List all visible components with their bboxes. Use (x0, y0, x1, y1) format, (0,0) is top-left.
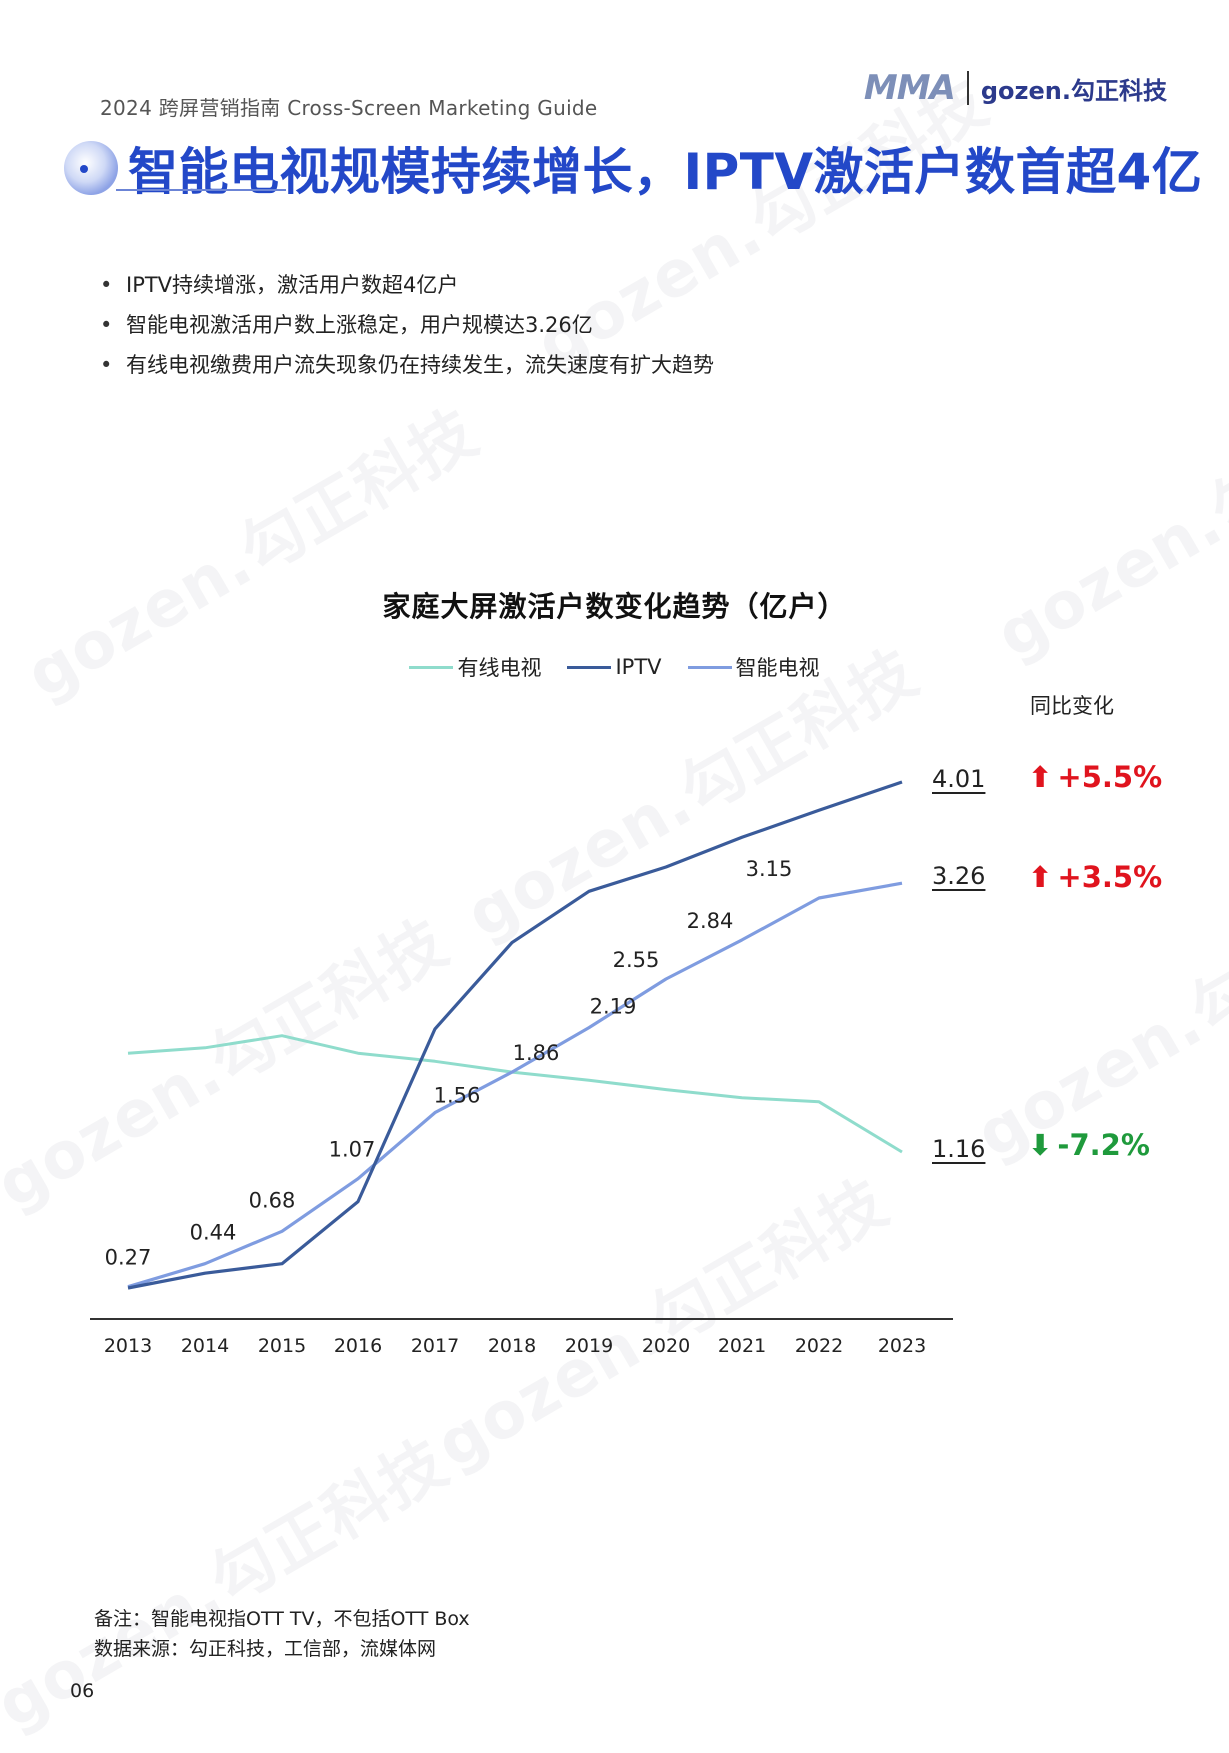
series-line-smart-tv (127, 881, 903, 1289)
logo-bar: MMA gozen.勾正科技 (864, 68, 1167, 108)
data-label-smart-tv: 2.55 (613, 948, 660, 972)
bullet-item: IPTV持续增涨，激活用户数超4亿户 (100, 265, 714, 305)
page-title-row: 智能电视规模持续增长，IPTV激活户数首超4亿 (62, 132, 1202, 204)
bullet-item: 有线电视缴费用户流失现象仍在持续发生，流失速度有扩大趋势 (100, 345, 714, 385)
header-subtitle: 2024 跨屏营销指南 Cross-Screen Marketing Guide (100, 96, 598, 120)
series-line-iptv (127, 780, 903, 1290)
data-label-smart-tv: 1.07 (329, 1138, 376, 1162)
mma-logo: MMA (863, 68, 956, 108)
yoy-cable-value: -7.2% (1057, 1128, 1150, 1162)
legend-swatch-cable (409, 665, 454, 669)
x-tick-label: 2018 (488, 1335, 536, 1357)
x-tick-label: 2023 (878, 1335, 926, 1357)
x-tick-label: 2013 (104, 1335, 152, 1357)
legend-swatch-iptv (567, 665, 612, 669)
data-label-smart-tv: 3.15 (746, 857, 793, 881)
data-label-smart-tv: 0.44 (190, 1221, 237, 1245)
bullet-item: 智能电视激活用户数上涨稳定，用户规模达3.26亿 (100, 305, 714, 345)
chart-lines (127, 780, 903, 1290)
arrow-down-icon: ⬇ (1028, 1128, 1053, 1162)
footnote-source: 数据来源：勾正科技，工信部，流媒体网 (94, 1638, 437, 1660)
yoy-smart-tv: ⬆ +3.5% (1028, 860, 1162, 894)
yoy-iptv: ⬆ +5.5% (1028, 760, 1162, 794)
x-tick-label: 2020 (642, 1335, 690, 1357)
end-label-smart-tv: 3.26 (932, 862, 986, 890)
x-tick-label: 2021 (718, 1335, 766, 1357)
legend-label-smart-tv: 智能电视 (735, 656, 820, 680)
data-label-smart-tv: 1.56 (434, 1084, 481, 1108)
yoy-header: 同比变化 (1030, 694, 1114, 718)
x-tick-label: 2016 (334, 1335, 382, 1357)
chart-title: 家庭大屏激活户数变化趋势（亿户） (382, 590, 847, 623)
x-tick-label: 2022 (795, 1335, 843, 1357)
arrow-up-icon: ⬆ (1028, 760, 1053, 794)
data-label-smart-tv: 0.68 (249, 1188, 296, 1212)
yoy-iptv-value: +5.5% (1057, 760, 1163, 794)
end-label-iptv: 4.01 (932, 765, 986, 793)
yoy-smart-tv-value: +3.5% (1057, 860, 1163, 894)
x-tick-label: 2015 (258, 1335, 306, 1357)
x-axis-ticks: 2013 2014 2015 2016 2017 2018 2019 2020 2021 2022… (104, 1335, 926, 1357)
page-number: 06 (70, 1680, 95, 1702)
yoy-cable: ⬇ -7.2% (1028, 1128, 1150, 1162)
x-tick-label: 2019 (565, 1335, 613, 1357)
data-label-smart-tv: 2.19 (590, 995, 637, 1019)
chart-data-labels: 0.27 0.44 0.68 1.07 1.56 1.86 2.19 2.55 2.84 3.15 (105, 857, 793, 1270)
x-tick-label: 2017 (411, 1335, 459, 1357)
x-tick-label: 2014 (181, 1335, 229, 1357)
legend-item-iptv: IPTV (567, 652, 662, 682)
legend-item-smart-tv: 智能电视 (687, 652, 820, 682)
data-label-smart-tv: 1.86 (513, 1041, 560, 1065)
page-title: 智能电视规模持续增长，IPTV激活户数首超4亿 (128, 143, 1203, 201)
data-label-smart-tv: 0.27 (105, 1246, 152, 1270)
arrow-up-icon: ⬆ (1028, 860, 1053, 894)
legend-label-cable: 有线电视 (457, 656, 542, 680)
legend-swatch-smart-tv (687, 665, 732, 669)
title-orb-icon (62, 139, 120, 197)
bullet-list: IPTV持续增涨，激活用户数超4亿户 智能电视激活用户数上涨稳定，用户规模达3.… (100, 265, 714, 385)
legend-item-cable: 有线电视 (409, 652, 541, 682)
footnote-note: 备注：智能电视指OTT TV，不包括OTT Box (94, 1608, 470, 1630)
logo-divider (966, 71, 969, 105)
chart-legend: 有线电视 IPTV 智能电视 (0, 652, 1229, 682)
gozen-logo: gozen.勾正科技 (980, 76, 1167, 105)
data-label-smart-tv: 2.84 (687, 909, 734, 933)
legend-label-iptv: IPTV (615, 655, 662, 679)
end-label-cable: 1.16 (932, 1135, 986, 1163)
title-underline (116, 189, 286, 191)
